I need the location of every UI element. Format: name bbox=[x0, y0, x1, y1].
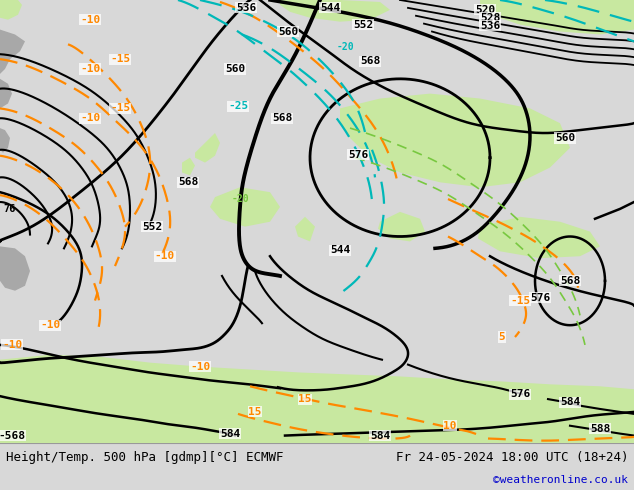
Text: -15: -15 bbox=[510, 295, 530, 306]
Text: Fr 24-05-2024 18:00 UTC (18+24): Fr 24-05-2024 18:00 UTC (18+24) bbox=[396, 451, 628, 464]
Text: 528: 528 bbox=[480, 13, 500, 23]
Text: 576: 576 bbox=[510, 389, 530, 399]
Text: 568: 568 bbox=[360, 56, 380, 66]
Text: 76: 76 bbox=[3, 204, 15, 214]
Polygon shape bbox=[378, 212, 425, 242]
Polygon shape bbox=[0, 355, 634, 443]
Polygon shape bbox=[0, 29, 25, 74]
Text: 576: 576 bbox=[348, 150, 368, 160]
Text: -10: -10 bbox=[155, 251, 175, 261]
Text: -10: -10 bbox=[190, 362, 210, 371]
Polygon shape bbox=[340, 94, 570, 187]
Text: -25: -25 bbox=[228, 101, 248, 111]
Polygon shape bbox=[480, 0, 634, 34]
Polygon shape bbox=[0, 128, 10, 153]
Polygon shape bbox=[478, 217, 600, 258]
Text: 552: 552 bbox=[353, 20, 373, 29]
Polygon shape bbox=[0, 79, 12, 108]
Polygon shape bbox=[0, 0, 22, 20]
Text: 584: 584 bbox=[220, 429, 240, 439]
Text: 560: 560 bbox=[225, 64, 245, 74]
Text: -10: -10 bbox=[2, 340, 22, 350]
Text: 536: 536 bbox=[236, 3, 256, 13]
Text: 544: 544 bbox=[330, 245, 350, 255]
Text: 568: 568 bbox=[560, 276, 580, 286]
Text: 5: 5 bbox=[498, 332, 505, 342]
Text: 520: 520 bbox=[475, 5, 495, 15]
Text: 584: 584 bbox=[370, 431, 390, 441]
Polygon shape bbox=[280, 0, 390, 22]
Text: 560: 560 bbox=[555, 133, 575, 143]
Text: -15: -15 bbox=[110, 54, 130, 64]
Text: 15: 15 bbox=[298, 394, 312, 404]
Text: -10: -10 bbox=[40, 320, 60, 330]
Text: -10: -10 bbox=[80, 64, 100, 74]
Text: 536: 536 bbox=[480, 21, 500, 30]
Polygon shape bbox=[0, 246, 30, 291]
Text: 560: 560 bbox=[278, 26, 298, 37]
Polygon shape bbox=[182, 158, 195, 175]
Text: -20: -20 bbox=[336, 42, 354, 52]
Text: 568: 568 bbox=[178, 177, 198, 187]
Polygon shape bbox=[295, 217, 315, 242]
Polygon shape bbox=[195, 133, 220, 163]
Text: Height/Temp. 500 hPa [gdmp][°C] ECMWF: Height/Temp. 500 hPa [gdmp][°C] ECMWF bbox=[6, 451, 283, 464]
Text: -15: -15 bbox=[110, 103, 130, 113]
Text: 576: 576 bbox=[530, 293, 550, 303]
Text: 552: 552 bbox=[142, 221, 162, 232]
Text: 15: 15 bbox=[249, 407, 262, 417]
Text: ©weatheronline.co.uk: ©weatheronline.co.uk bbox=[493, 475, 628, 485]
Text: -20: -20 bbox=[231, 194, 249, 204]
Text: -10: -10 bbox=[80, 113, 100, 123]
Text: 10: 10 bbox=[443, 421, 456, 431]
Text: -568: -568 bbox=[0, 431, 25, 441]
Text: 584: 584 bbox=[560, 397, 580, 407]
Text: 588: 588 bbox=[590, 424, 610, 434]
Text: 544: 544 bbox=[320, 3, 340, 13]
Text: -10: -10 bbox=[80, 15, 100, 24]
Polygon shape bbox=[210, 187, 280, 227]
Text: 568: 568 bbox=[272, 113, 292, 123]
